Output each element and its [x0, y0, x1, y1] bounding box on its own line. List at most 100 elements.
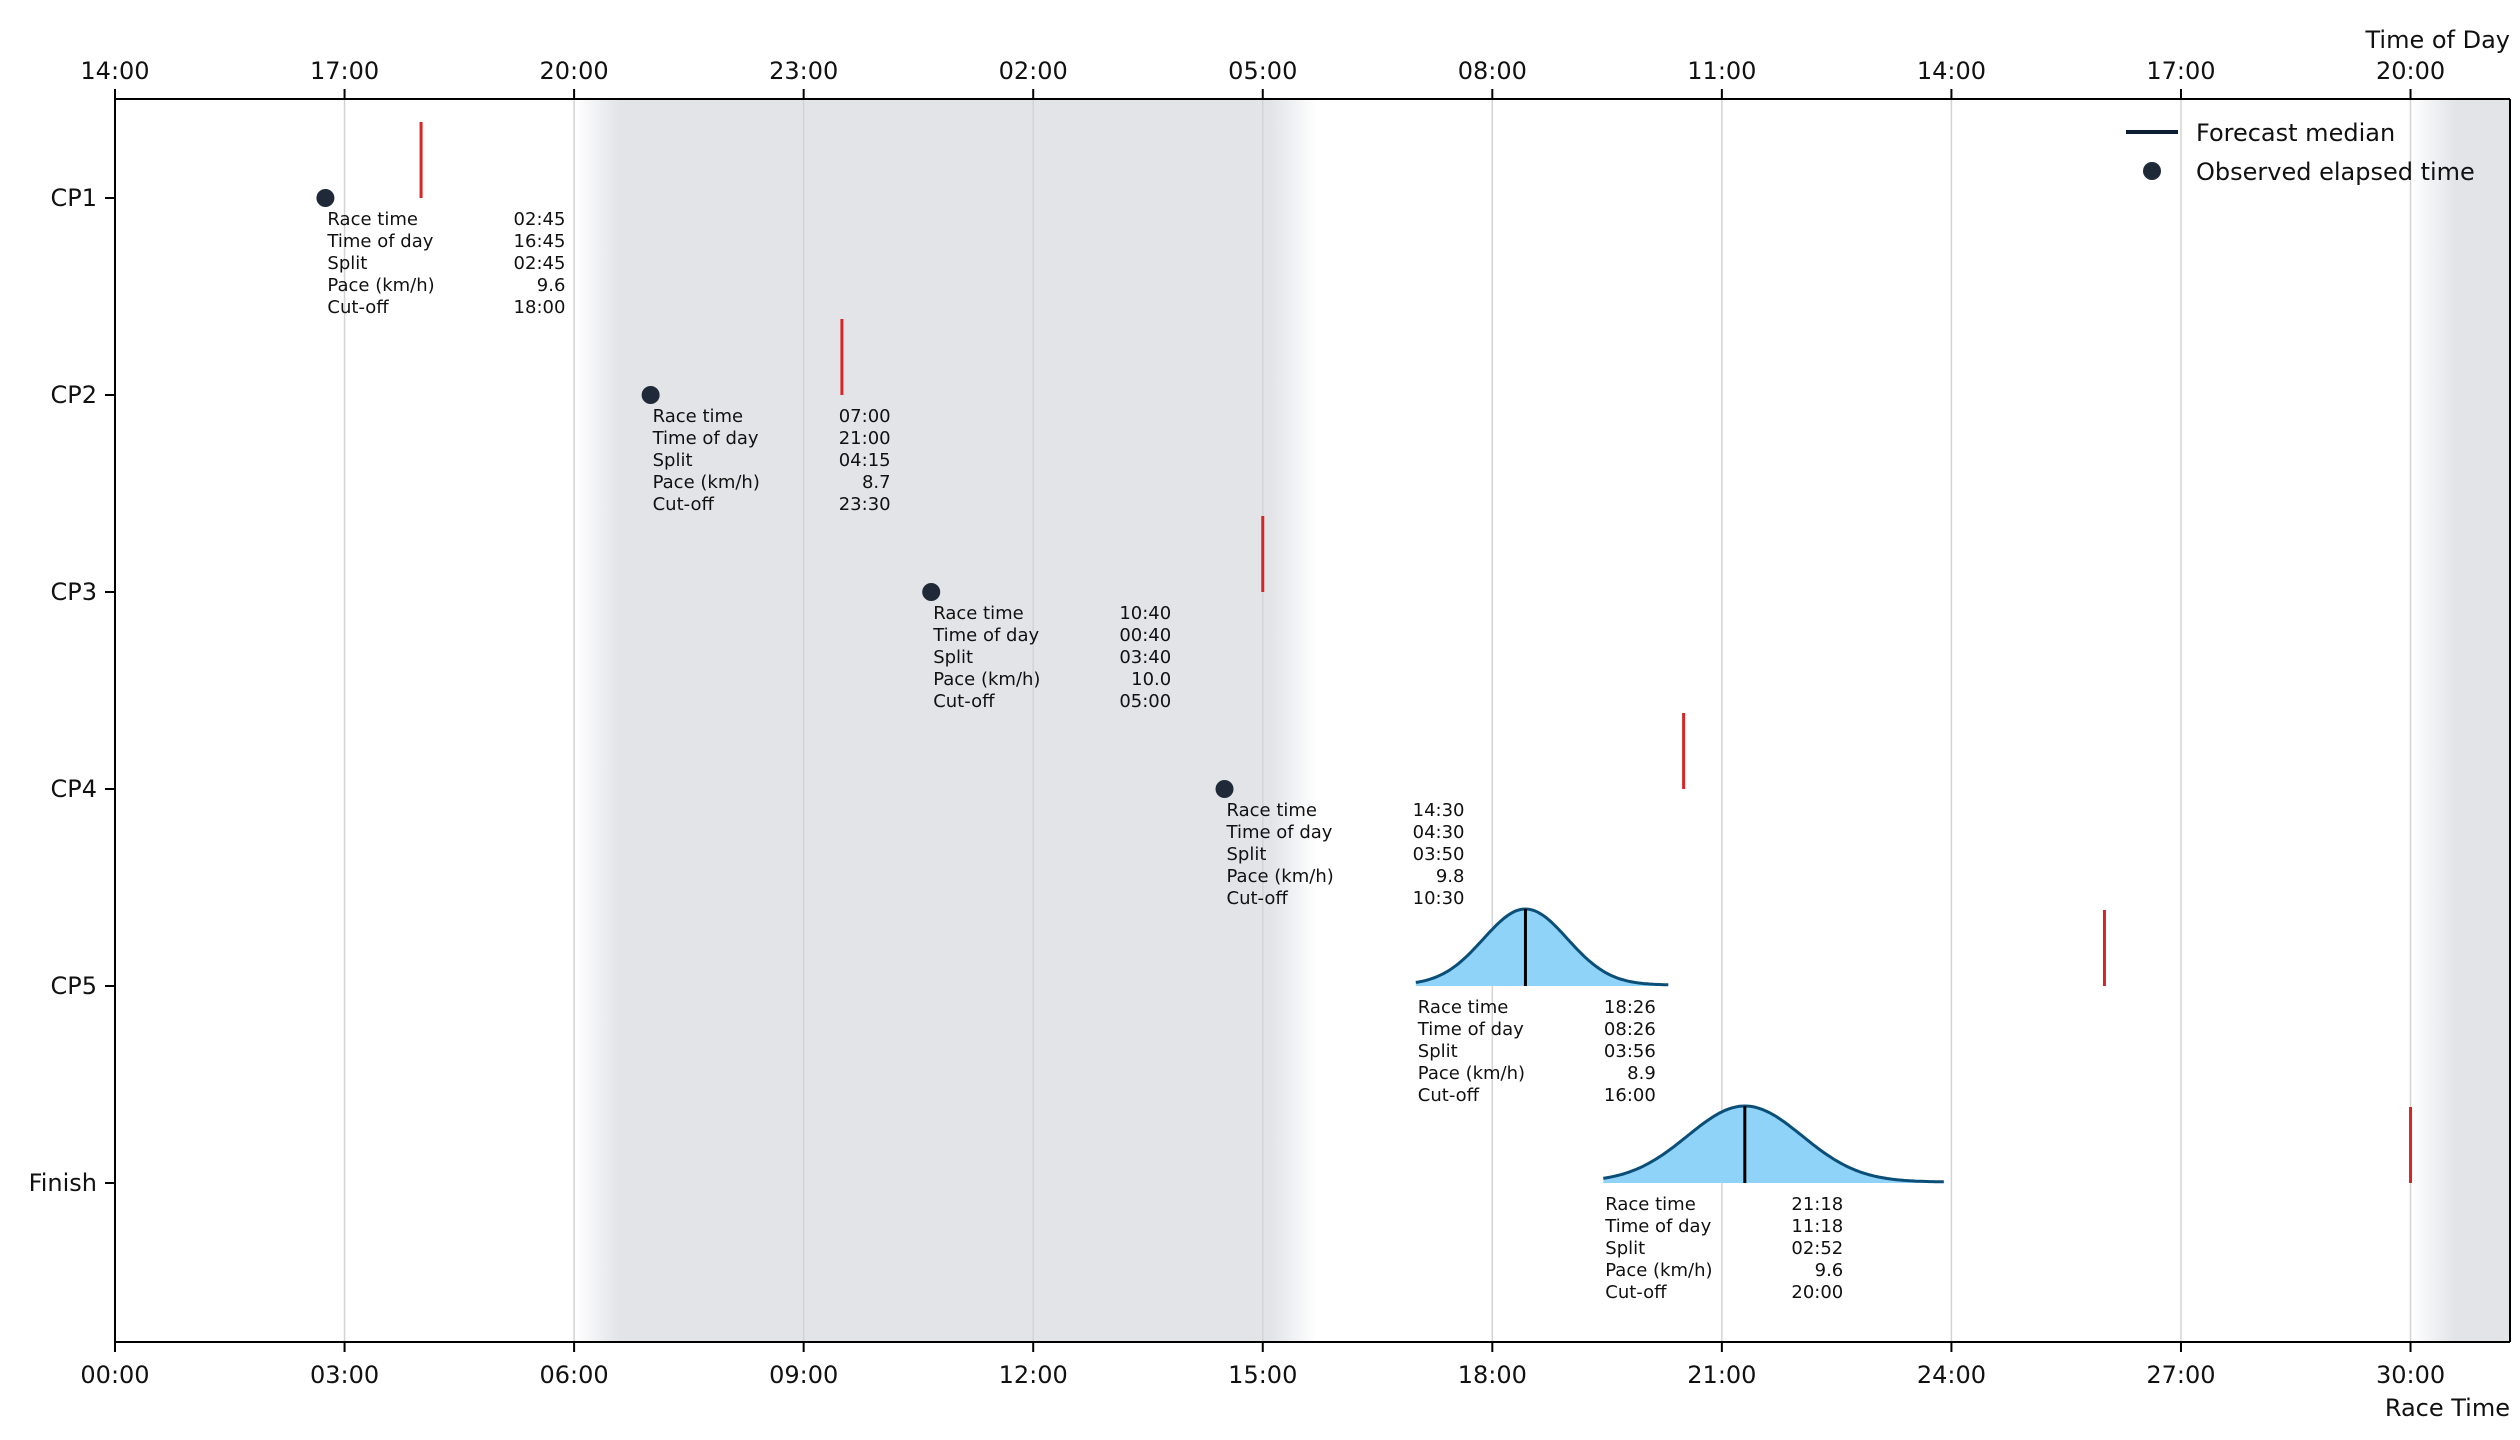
info-value-split: 03:50 — [1413, 844, 1465, 865]
info-label: Time of day — [932, 625, 1039, 646]
info-label: Cut-off — [327, 297, 389, 318]
y-tick-label: CP3 — [51, 578, 98, 606]
info-value-race-time: 07:00 — [839, 406, 891, 427]
info-label: Race time — [327, 209, 418, 230]
checkpoint-info-boxes: Race time 02:45 Time of day 16:45 Split 02:45… — [326, 209, 1843, 1303]
info-label: Time of day — [326, 231, 433, 252]
info-value-pace: 8.7 — [862, 472, 891, 493]
y-tick-label: CP1 — [51, 184, 98, 212]
top-tick-label: 20:00 — [540, 57, 609, 85]
info-label: Race time — [1227, 800, 1318, 821]
top-tick-label: 05:00 — [1228, 57, 1297, 85]
vertical-gridlines — [114, 99, 2412, 1342]
info-label: Time of day — [652, 428, 759, 449]
top-tick-label: 17:00 — [310, 57, 379, 85]
checkpoint-marks — [316, 122, 2413, 1184]
night-shade-band — [574, 99, 1317, 1342]
night-shading — [574, 99, 2510, 1342]
info-value-time-of-day: 16:45 — [514, 231, 566, 252]
bottom-tick-label: 06:00 — [540, 1361, 609, 1389]
info-label: Pace (km/h) — [933, 669, 1040, 690]
info-label: Split — [653, 450, 693, 471]
info-value-pace: 9.6 — [1815, 1260, 1844, 1281]
info-label: Pace (km/h) — [1605, 1260, 1712, 1281]
info-box-cp3: Race time 10:40 Time of day 00:40 Split 03:40… — [932, 603, 1171, 712]
info-value-cutoff: 16:00 — [1604, 1085, 1656, 1106]
night-shade-band — [2410, 99, 2510, 1342]
info-label: Split — [933, 647, 973, 668]
info-label: Split — [1418, 1041, 1458, 1062]
info-label: Cut-off — [933, 691, 995, 712]
top-tick-label: 17:00 — [2146, 57, 2215, 85]
info-label: Time of day — [1226, 822, 1333, 843]
y-tick-label: CP2 — [51, 381, 98, 409]
forecast-distribution-fill-cp5 — [1415, 909, 1669, 986]
top-tick-label: 11:00 — [1687, 57, 1756, 85]
info-label: Split — [327, 253, 367, 274]
info-value-cutoff: 18:00 — [514, 297, 566, 318]
bottom-tick-label: 24:00 — [1917, 1361, 1986, 1389]
bottom-axis-title: Race Time — [2385, 1394, 2510, 1422]
info-value-pace: 9.6 — [537, 275, 566, 296]
info-value-split: 03:56 — [1604, 1041, 1656, 1062]
observed-dot-cp3 — [922, 583, 941, 601]
info-value-pace: 10.0 — [1131, 669, 1171, 690]
info-value-race-time: 10:40 — [1119, 603, 1171, 624]
bottom-tick-label: 12:00 — [999, 1361, 1068, 1389]
info-value-time-of-day: 08:26 — [1604, 1019, 1656, 1040]
axes: 00:00 14:00 03:00 17:00 06:00 20:00 09:00 23:00… — [29, 57, 2511, 1389]
info-label: Split — [1605, 1238, 1645, 1259]
bottom-tick-label: 27:00 — [2146, 1361, 2215, 1389]
legend-observed-label: Observed elapsed time — [2196, 158, 2475, 186]
info-value-race-time: 02:45 — [514, 209, 566, 230]
info-value-race-time: 21:18 — [1791, 1194, 1843, 1215]
info-label: Cut-off — [653, 494, 715, 515]
info-box-cp2: Race time 07:00 Time of day 21:00 Split 04:15… — [652, 406, 891, 515]
info-label: Pace (km/h) — [653, 472, 760, 493]
info-box-finish: Race time 21:18 Time of day 11:18 Split 02:52… — [1604, 1194, 1843, 1303]
top-tick-label: 08:00 — [1458, 57, 1527, 85]
observed-dot-cp4 — [1215, 780, 1234, 798]
forecast-distribution-fill-finish — [1603, 1106, 1944, 1183]
info-value-cutoff: 10:30 — [1413, 888, 1465, 909]
top-tick-label: 20:00 — [2376, 57, 2445, 85]
observed-dot-cp2 — [641, 386, 660, 404]
info-label: Pace (km/h) — [1418, 1063, 1525, 1084]
info-label: Split — [1227, 844, 1267, 865]
top-axis-title: Time of Day — [2364, 26, 2510, 54]
info-label: Time of day — [1417, 1019, 1524, 1040]
info-value-split: 02:45 — [514, 253, 566, 274]
info-label: Race time — [933, 603, 1024, 624]
info-value-time-of-day: 00:40 — [1119, 625, 1171, 646]
legend-observed-dot-swatch — [2143, 162, 2161, 180]
info-label: Cut-off — [1418, 1085, 1480, 1106]
y-tick-label: Finish — [29, 1169, 97, 1197]
legend-forecast-median-label: Forecast median — [2196, 119, 2395, 147]
info-label: Race time — [1418, 997, 1509, 1018]
info-label: Pace (km/h) — [1227, 866, 1334, 887]
info-value-pace: 8.9 — [1627, 1063, 1656, 1084]
info-value-pace: 9.8 — [1436, 866, 1465, 887]
top-tick-label: 23:00 — [769, 57, 838, 85]
forecast-distribution-outline-cp5 — [1415, 907, 1669, 987]
bottom-tick-label: 21:00 — [1687, 1361, 1756, 1389]
info-value-cutoff: 23:30 — [839, 494, 891, 515]
info-label: Cut-off — [1227, 888, 1289, 909]
bottom-tick-label: 18:00 — [1458, 1361, 1527, 1389]
forecast-distribution-outline-finish — [1603, 1104, 1944, 1184]
bottom-tick-label: 09:00 — [769, 1361, 838, 1389]
info-box-cp4: Race time 14:30 Time of day 04:30 Split 03:50… — [1226, 800, 1465, 909]
info-value-race-time: 18:26 — [1604, 997, 1656, 1018]
info-value-split: 03:40 — [1119, 647, 1171, 668]
info-value-race-time: 14:30 — [1413, 800, 1465, 821]
info-box-cp5: Race time 18:26 Time of day 08:26 Split 03:56… — [1417, 997, 1656, 1106]
bottom-tick-label: 15:00 — [1228, 1361, 1297, 1389]
info-value-split: 02:52 — [1791, 1238, 1843, 1259]
info-label: Race time — [1605, 1194, 1696, 1215]
legend: Forecast median Observed elapsed time — [2126, 119, 2475, 186]
bottom-tick-label: 00:00 — [80, 1361, 149, 1389]
info-value-time-of-day: 21:00 — [839, 428, 891, 449]
info-label: Time of day — [1604, 1216, 1711, 1237]
bottom-tick-label: 03:00 — [310, 1361, 379, 1389]
